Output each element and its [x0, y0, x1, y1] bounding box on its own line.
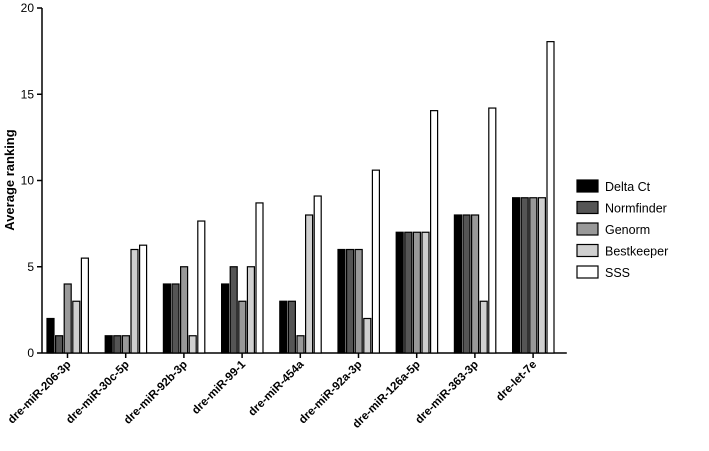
bar-delta-ct	[453, 214, 462, 354]
y-axis: 0 5 10 15 20	[21, 1, 43, 360]
legend-swatch	[576, 265, 599, 279]
bar-genorm	[180, 266, 189, 354]
x-tick-label: dre-miR-99-1	[190, 358, 249, 417]
x-tick-label: dre-miR-92b-3p	[122, 359, 190, 427]
x-tick-label: dre-let-7e	[494, 359, 539, 404]
bar-sss	[139, 244, 148, 354]
legend-swatch	[576, 200, 599, 215]
legend-label: Normfinder	[605, 202, 667, 216]
bar-bestkeeper	[537, 197, 547, 354]
bar-normfinder	[462, 214, 471, 354]
bar-normfinder	[287, 300, 296, 354]
bar-sss	[546, 41, 555, 354]
bar-normfinder	[229, 266, 238, 354]
bar-genorm	[412, 231, 421, 354]
bar-genorm	[529, 197, 538, 354]
y-tick-label: 10	[21, 174, 35, 188]
bar-delta-ct	[46, 317, 55, 354]
bar-normfinder	[404, 231, 413, 354]
bar-genorm	[354, 248, 363, 354]
bar-sss	[255, 202, 264, 354]
bar-genorm	[121, 335, 131, 354]
bar-delta-ct	[511, 197, 521, 354]
y-tick-label: 20	[21, 1, 35, 15]
bar-genorm	[238, 300, 247, 354]
legend-swatch	[576, 243, 599, 258]
y-tick-label: 5	[27, 260, 34, 274]
x-tick-label: dre-miR-30c-5p	[64, 359, 132, 427]
legend-swatch	[576, 222, 599, 236]
bar-normfinder	[113, 335, 122, 354]
legend-swatch	[576, 179, 599, 193]
bar-sss	[313, 195, 322, 354]
legend-label: Genorm	[605, 223, 650, 237]
legend: Delta Ct Normfinder Genorm Bestkeeper SSS	[576, 179, 668, 280]
bar-bestkeeper	[246, 266, 255, 354]
y-tick-label: 0	[27, 346, 34, 360]
bar-bestkeeper	[421, 231, 430, 354]
bar-genorm	[63, 283, 72, 354]
bar-sss	[488, 107, 497, 354]
bar-delta-ct	[162, 283, 171, 354]
bar-sss	[371, 169, 380, 354]
bar-delta-ct	[221, 283, 230, 354]
bar-bestkeeper	[479, 300, 488, 354]
x-tick-label: dre-miR-363-3p	[413, 359, 481, 427]
x-axis	[42, 352, 567, 358]
bar-normfinder	[346, 248, 355, 354]
bar-bestkeeper	[188, 335, 197, 354]
legend-label: Bestkeeper	[605, 245, 668, 259]
bar-delta-ct	[395, 231, 404, 354]
bar-bestkeeper	[305, 214, 314, 354]
legend-label: SSS	[605, 266, 630, 280]
bar-bestkeeper	[72, 300, 81, 354]
bar-bestkeeper	[130, 248, 139, 354]
bar-delta-ct	[104, 335, 113, 354]
bar-sss	[430, 110, 439, 354]
y-axis-label: Average ranking	[2, 129, 17, 230]
bar-normfinder	[520, 197, 529, 354]
x-tick-label: dre-miR-206-3p	[6, 359, 74, 427]
bar-sss	[80, 257, 90, 354]
bar-delta-ct	[279, 300, 288, 354]
bar-normfinder	[171, 283, 180, 354]
bar-delta-ct	[337, 248, 346, 354]
x-tick-label: dre-miR-92a-3p	[297, 359, 365, 427]
y-tick-label: 15	[21, 87, 35, 101]
category-labels: dre-miR-206-3pdre-miR-30c-5pdre-miR-92b-…	[6, 358, 539, 431]
bar-genorm	[296, 335, 305, 354]
bar-normfinder	[54, 335, 64, 354]
x-tick-label: dre-miR-454a	[246, 358, 306, 418]
bars	[46, 41, 555, 354]
bar-bestkeeper	[363, 317, 372, 354]
bar-genorm	[471, 214, 480, 354]
legend-label: Delta Ct	[605, 180, 651, 194]
bar-sss	[197, 220, 206, 354]
